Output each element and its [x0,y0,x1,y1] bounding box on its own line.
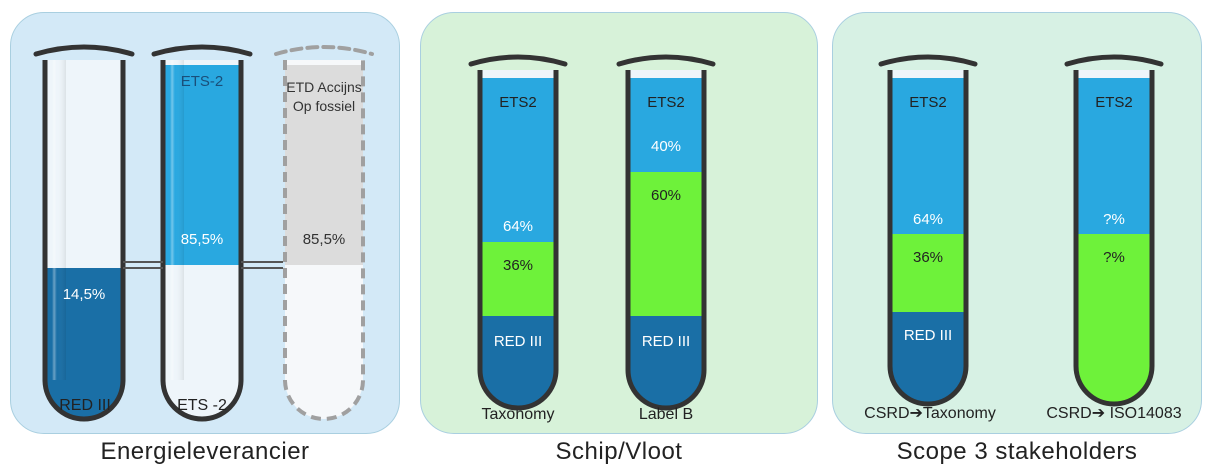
label-csrd-iso-blue-pct: ?% [1103,211,1125,228]
segment-fill [1076,234,1152,404]
label-csrd-tax-blue-pct: 64% [912,211,944,228]
tube-etd [274,45,374,421]
tube-rim [878,54,978,67]
tube-csrd-taxonomy [878,54,978,407]
tube-rim [274,45,374,56]
tube-label-label-b: Label B [638,406,694,423]
tube-outline [42,60,126,422]
caption-energieleverancier: Energieleverancier [100,438,310,465]
tube-rim [151,44,253,57]
tube-outline [625,70,707,411]
segment-fill [890,234,966,312]
tube-label-ets-2: ETS -2 [177,397,227,414]
tube-rim [616,54,716,67]
tube-rim [1064,54,1164,67]
label-etd-top: ETD Accijns Op fossiel [286,79,362,114]
label-ets-2-top: ETS-2 [180,73,224,90]
label-csrd-tax-top: ETS2 [909,94,947,111]
tube-taxonomy [468,54,568,411]
tube-outline [160,60,244,422]
tube-outline [1073,70,1155,407]
label-etd-pct: 85,5% [302,231,346,248]
tube-rim [468,54,568,67]
segment-fill [285,65,363,265]
tube-outline [887,70,969,407]
label-taxonomy-green-pct: 36% [502,257,534,274]
tube-ets-2 [151,44,253,422]
tube-red-iii [33,44,135,422]
label-taxonomy-blue-pct: 64% [502,218,534,235]
segment-fill [480,242,556,316]
tube-label-red-iii: RED III [59,397,111,414]
caption-schip-vloot: Schip/Vloot [555,438,683,465]
label-label-b-green-pct: 60% [650,187,682,204]
label-csrd-iso-top: ETS2 [1095,94,1133,111]
segment-fill [628,172,704,316]
label-csrd-iso-green-pct: ?% [1103,249,1125,266]
tube-csrd-iso14083 [1064,54,1164,407]
segment-fill [628,316,704,408]
label-csrd-tax-green-pct: 36% [912,249,944,266]
label-red-iii-pct: 14,5% [62,286,106,303]
label-label-b-top: ETS2 [647,94,685,111]
caption-scope3: Scope 3 stakeholders [896,438,1138,465]
tube-rim [33,44,135,57]
label-label-b-red: RED III [641,333,691,350]
tube-label-csrd-iso14083: CSRD➔ ISO14083 [1046,405,1182,422]
label-taxonomy-red: RED III [493,333,543,350]
label-ets-2-pct: 85,5% [180,231,224,248]
tube-label-b [616,54,716,411]
tube-outline [477,70,559,411]
segment-fill [480,316,556,408]
label-taxonomy-top: ETS2 [499,94,537,111]
tube-label-taxonomy: Taxonomy [481,406,555,423]
label-label-b-blue-pct: 40% [650,138,682,155]
tube-label-csrd-taxonomy: CSRD➔Taxonomy [864,405,996,422]
segment-fill [890,312,966,404]
label-csrd-tax-red: RED III [903,327,953,344]
